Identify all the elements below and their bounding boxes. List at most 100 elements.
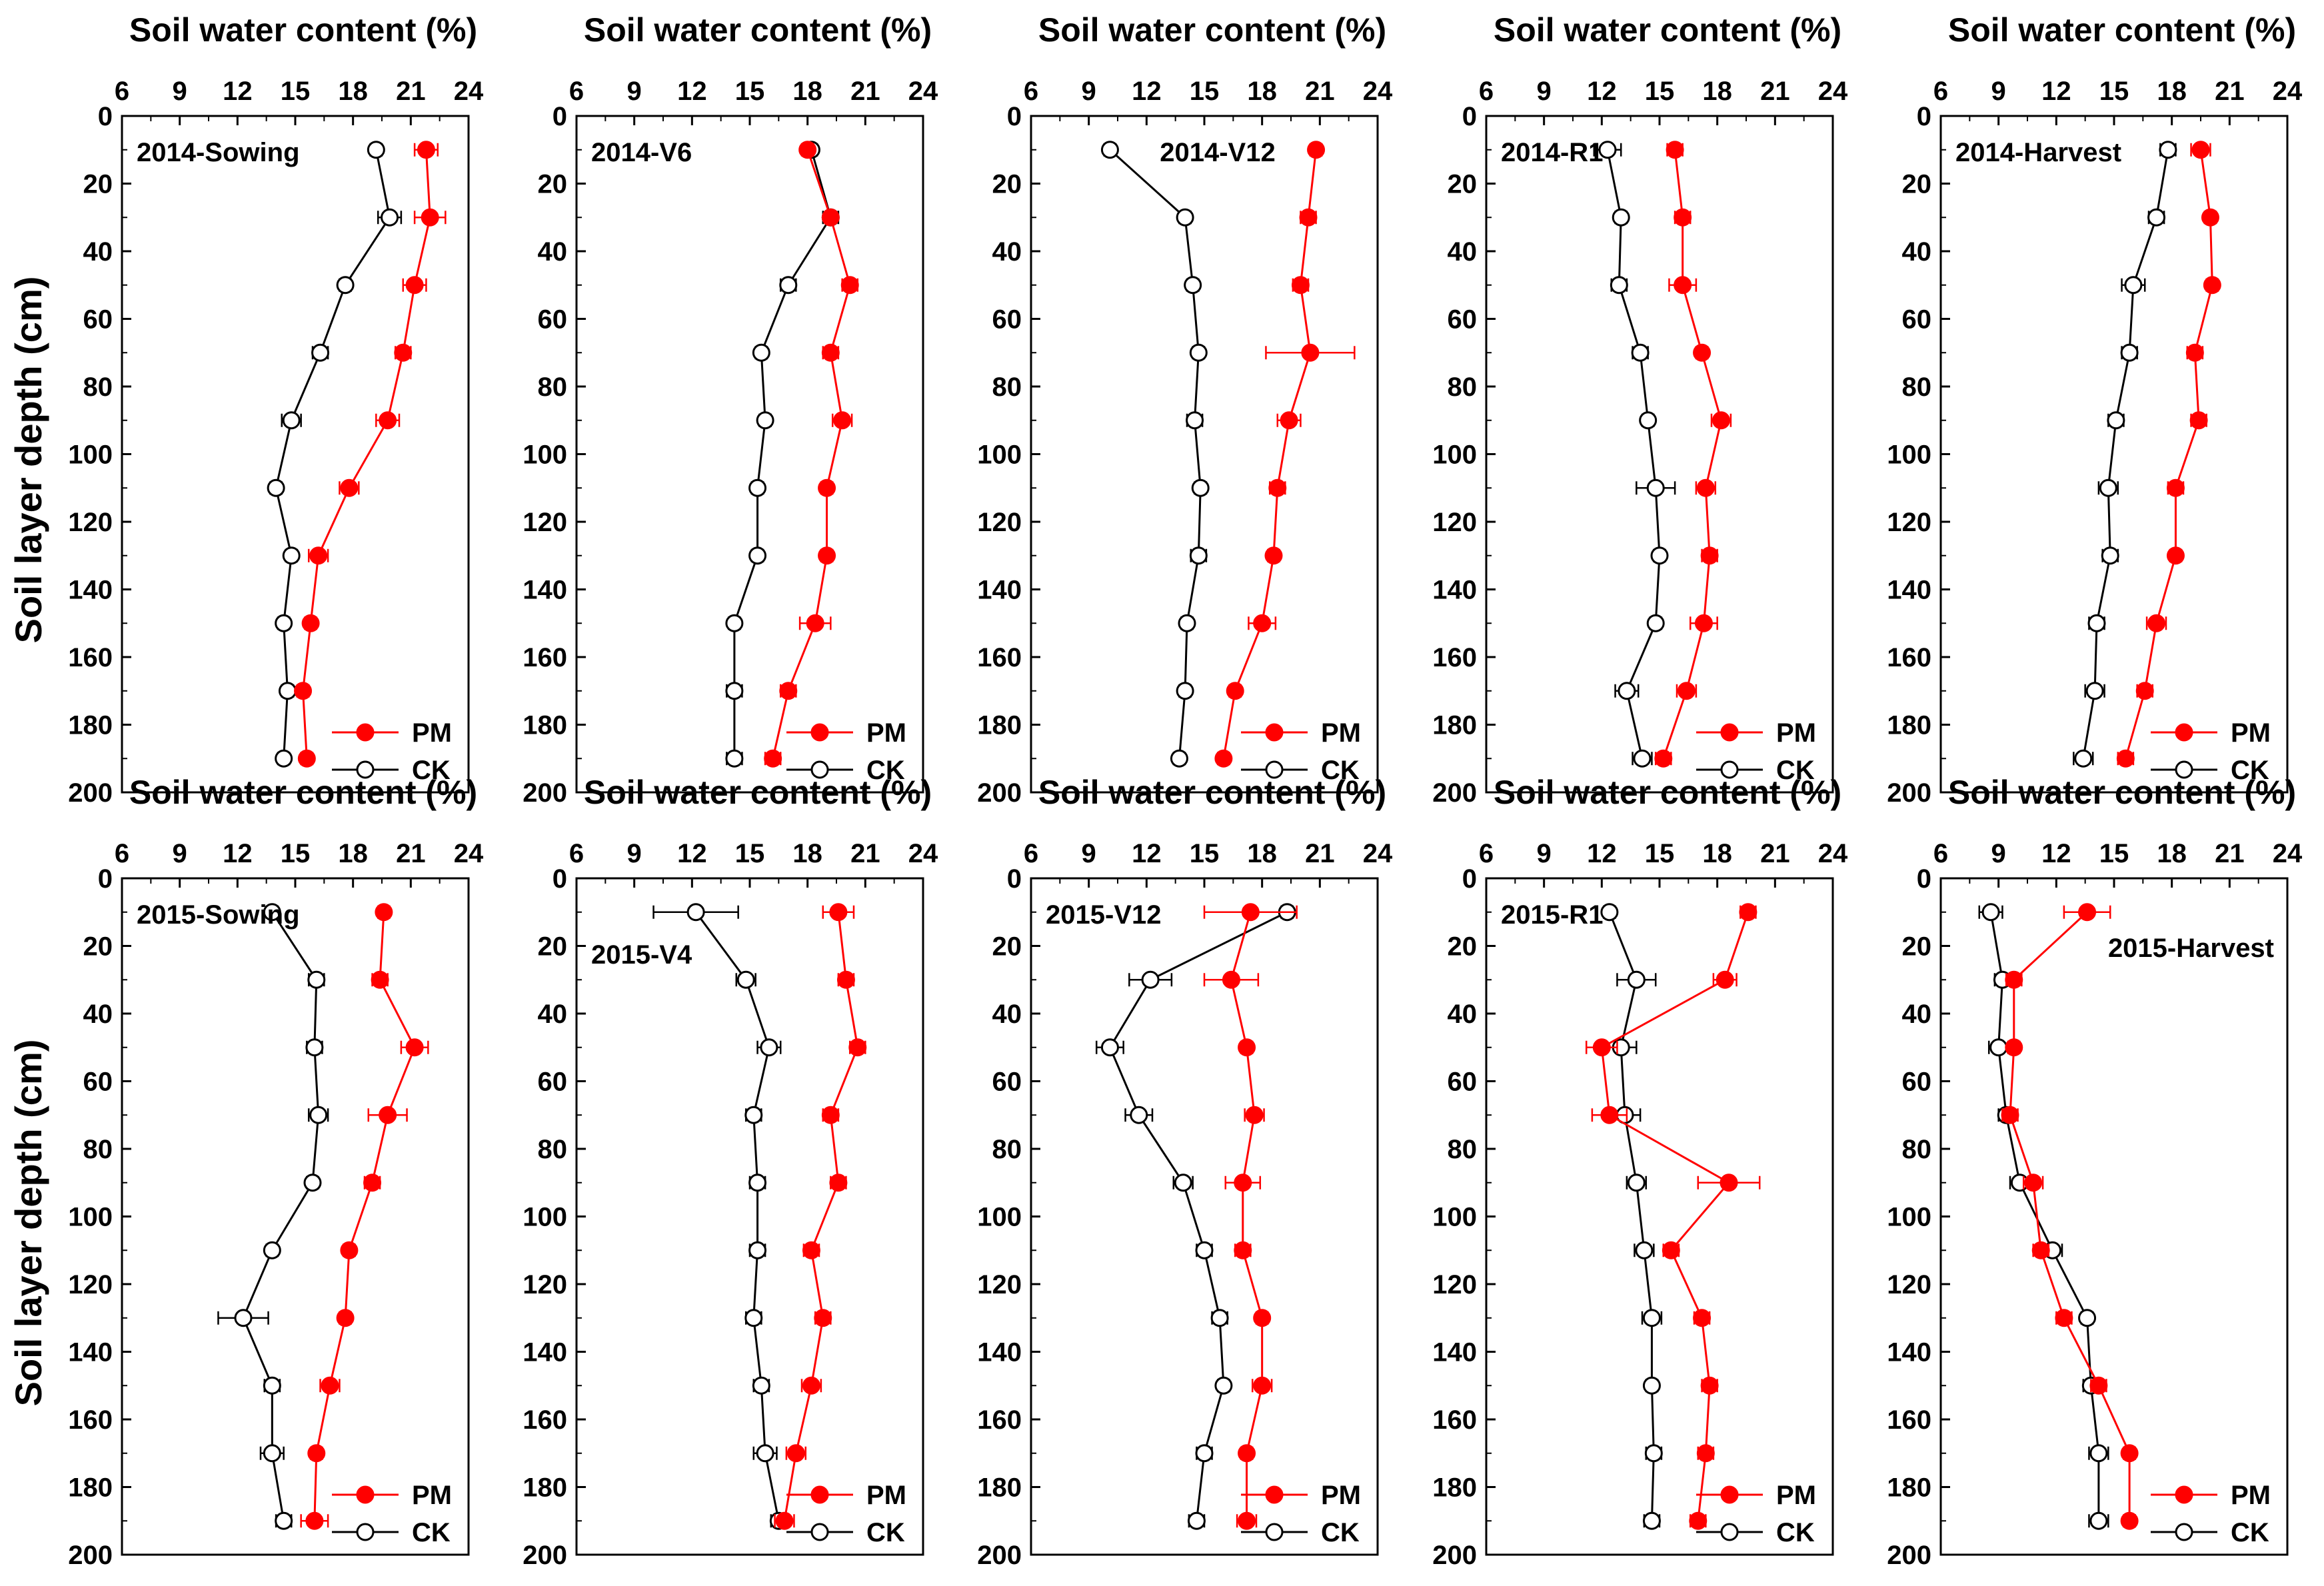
x-tick-label: 21 xyxy=(1305,839,1335,868)
data-point-pm xyxy=(336,1309,355,1327)
series-line-ck xyxy=(242,911,320,1521)
legend-marker-pm xyxy=(1720,1485,1739,1504)
x-axis-title: Soil water content (%) xyxy=(1948,774,2296,811)
series-line-pm xyxy=(2009,911,2131,1521)
legend-label-ck: CK xyxy=(1321,1518,1360,1547)
y-tick-label: 100 xyxy=(1432,440,1477,470)
data-point-ck xyxy=(744,1106,763,1124)
data-point-ck xyxy=(1631,343,1650,362)
data-point-ck xyxy=(1627,970,1646,989)
data-point-pm xyxy=(294,682,313,700)
data-point-pm xyxy=(417,141,435,159)
y-tick-label: 0 xyxy=(1007,102,1022,131)
y-tick-label: 0 xyxy=(98,864,113,894)
y-tick-label: 120 xyxy=(1887,1270,1931,1299)
panel-label: 2015-V12 xyxy=(1046,900,1161,930)
legend-label-ck: CK xyxy=(866,1518,905,1547)
data-point-ck xyxy=(2147,208,2166,227)
x-tick-label: 9 xyxy=(1991,839,2006,868)
x-tick-label: 15 xyxy=(1190,77,1220,106)
y-tick-label: 160 xyxy=(1432,643,1477,672)
data-point-ck xyxy=(1642,1511,1661,1530)
y-tick-label: 120 xyxy=(977,1270,1022,1299)
data-point-ck xyxy=(2089,1444,2108,1463)
legend-marker-ck xyxy=(1265,1523,1284,1541)
data-point-ck xyxy=(234,1309,253,1327)
y-tick-label: 180 xyxy=(977,1473,1022,1503)
x-tick-label: 9 xyxy=(173,77,187,106)
data-point-ck xyxy=(1642,1376,1661,1395)
y-tick-label: 180 xyxy=(68,711,113,740)
data-point-ck xyxy=(1989,1038,2008,1057)
y-tick-label: 20 xyxy=(538,932,568,962)
y-tick-label: 140 xyxy=(977,576,1022,605)
data-point-ck xyxy=(2085,682,2104,700)
data-point-pm xyxy=(802,1376,820,1395)
y-tick-label: 0 xyxy=(1007,864,1022,894)
y-tick-label: 0 xyxy=(1917,102,1931,131)
x-tick-label: 24 xyxy=(1818,77,1848,106)
data-point-pm xyxy=(1712,411,1730,430)
x-tick-label: 6 xyxy=(569,839,584,868)
legend-label-pm: PM xyxy=(2231,718,2271,748)
y-tick-label: 60 xyxy=(83,305,113,335)
y-tick-label: 60 xyxy=(992,1068,1022,1097)
y-tick-label: 100 xyxy=(1887,440,1931,470)
data-point-pm xyxy=(1238,1444,1256,1463)
y-tick-label: 80 xyxy=(538,1135,568,1164)
y-tick-label: 200 xyxy=(977,778,1022,808)
data-point-pm xyxy=(840,276,859,295)
data-point-ck xyxy=(2101,546,2119,565)
data-point-ck xyxy=(1642,1309,1661,1327)
x-tick-label: 18 xyxy=(338,839,368,868)
y-tick-label: 60 xyxy=(1448,305,1478,335)
y-tick-label: 100 xyxy=(523,1203,567,1232)
x-tick-label: 15 xyxy=(1645,839,1675,868)
legend-marker-pm xyxy=(356,1485,375,1504)
x-tick-label: 15 xyxy=(281,77,311,106)
y-tick-label: 80 xyxy=(83,1135,113,1164)
data-point-ck xyxy=(305,1038,324,1057)
x-tick-label: 12 xyxy=(677,77,707,106)
y-tick-label: 20 xyxy=(538,170,568,199)
y-tick-label: 120 xyxy=(68,508,113,537)
legend-label-pm: PM xyxy=(866,1481,906,1510)
x-tick-label: 9 xyxy=(1537,839,1552,868)
data-point-pm xyxy=(1268,478,1287,497)
y-tick-label: 180 xyxy=(1432,1473,1477,1503)
data-point-ck xyxy=(282,411,301,430)
panel-2015-v12: Soil water content (%)6 9 12 15 18 21 24 0 20 40 6… xyxy=(977,774,1393,1570)
data-point-pm xyxy=(2135,682,2154,700)
x-tick-label: 6 xyxy=(1933,839,1948,868)
series-line-pm xyxy=(313,912,416,1521)
data-point-ck xyxy=(307,970,326,989)
data-point-pm xyxy=(321,1376,339,1395)
legend-label-ck: CK xyxy=(412,756,451,785)
plot-frame xyxy=(121,877,470,1556)
data-point-pm xyxy=(307,1444,326,1463)
y-tick-label: 160 xyxy=(1432,1405,1477,1435)
y-tick-label: 100 xyxy=(977,440,1022,470)
legend-marker-ck xyxy=(1720,760,1739,779)
x-tick-label: 18 xyxy=(1247,839,1277,868)
x-tick-label: 12 xyxy=(1132,839,1162,868)
data-point-ck xyxy=(267,478,285,497)
y-tick-label: 200 xyxy=(523,1541,567,1570)
data-point-ck xyxy=(1612,208,1630,227)
series-line-ck xyxy=(2082,149,2169,759)
data-point-pm xyxy=(2191,141,2210,159)
legend-label-pm: PM xyxy=(2231,1481,2271,1510)
data-point-pm xyxy=(1654,749,1673,768)
data-point-pm xyxy=(1253,1376,1272,1395)
y-tick-label: 120 xyxy=(523,1270,567,1299)
y-tick-label: 20 xyxy=(1902,170,1932,199)
data-point-ck xyxy=(1176,682,1194,700)
y-tick-label: 180 xyxy=(68,1473,113,1503)
data-point-pm xyxy=(1600,1106,1619,1124)
x-tick-label: 21 xyxy=(2215,839,2245,868)
legend-marker-ck xyxy=(810,1523,829,1541)
series-line-ck xyxy=(1608,912,1655,1521)
legend-marker-pm xyxy=(810,723,829,742)
data-point-ck xyxy=(263,1241,281,1259)
